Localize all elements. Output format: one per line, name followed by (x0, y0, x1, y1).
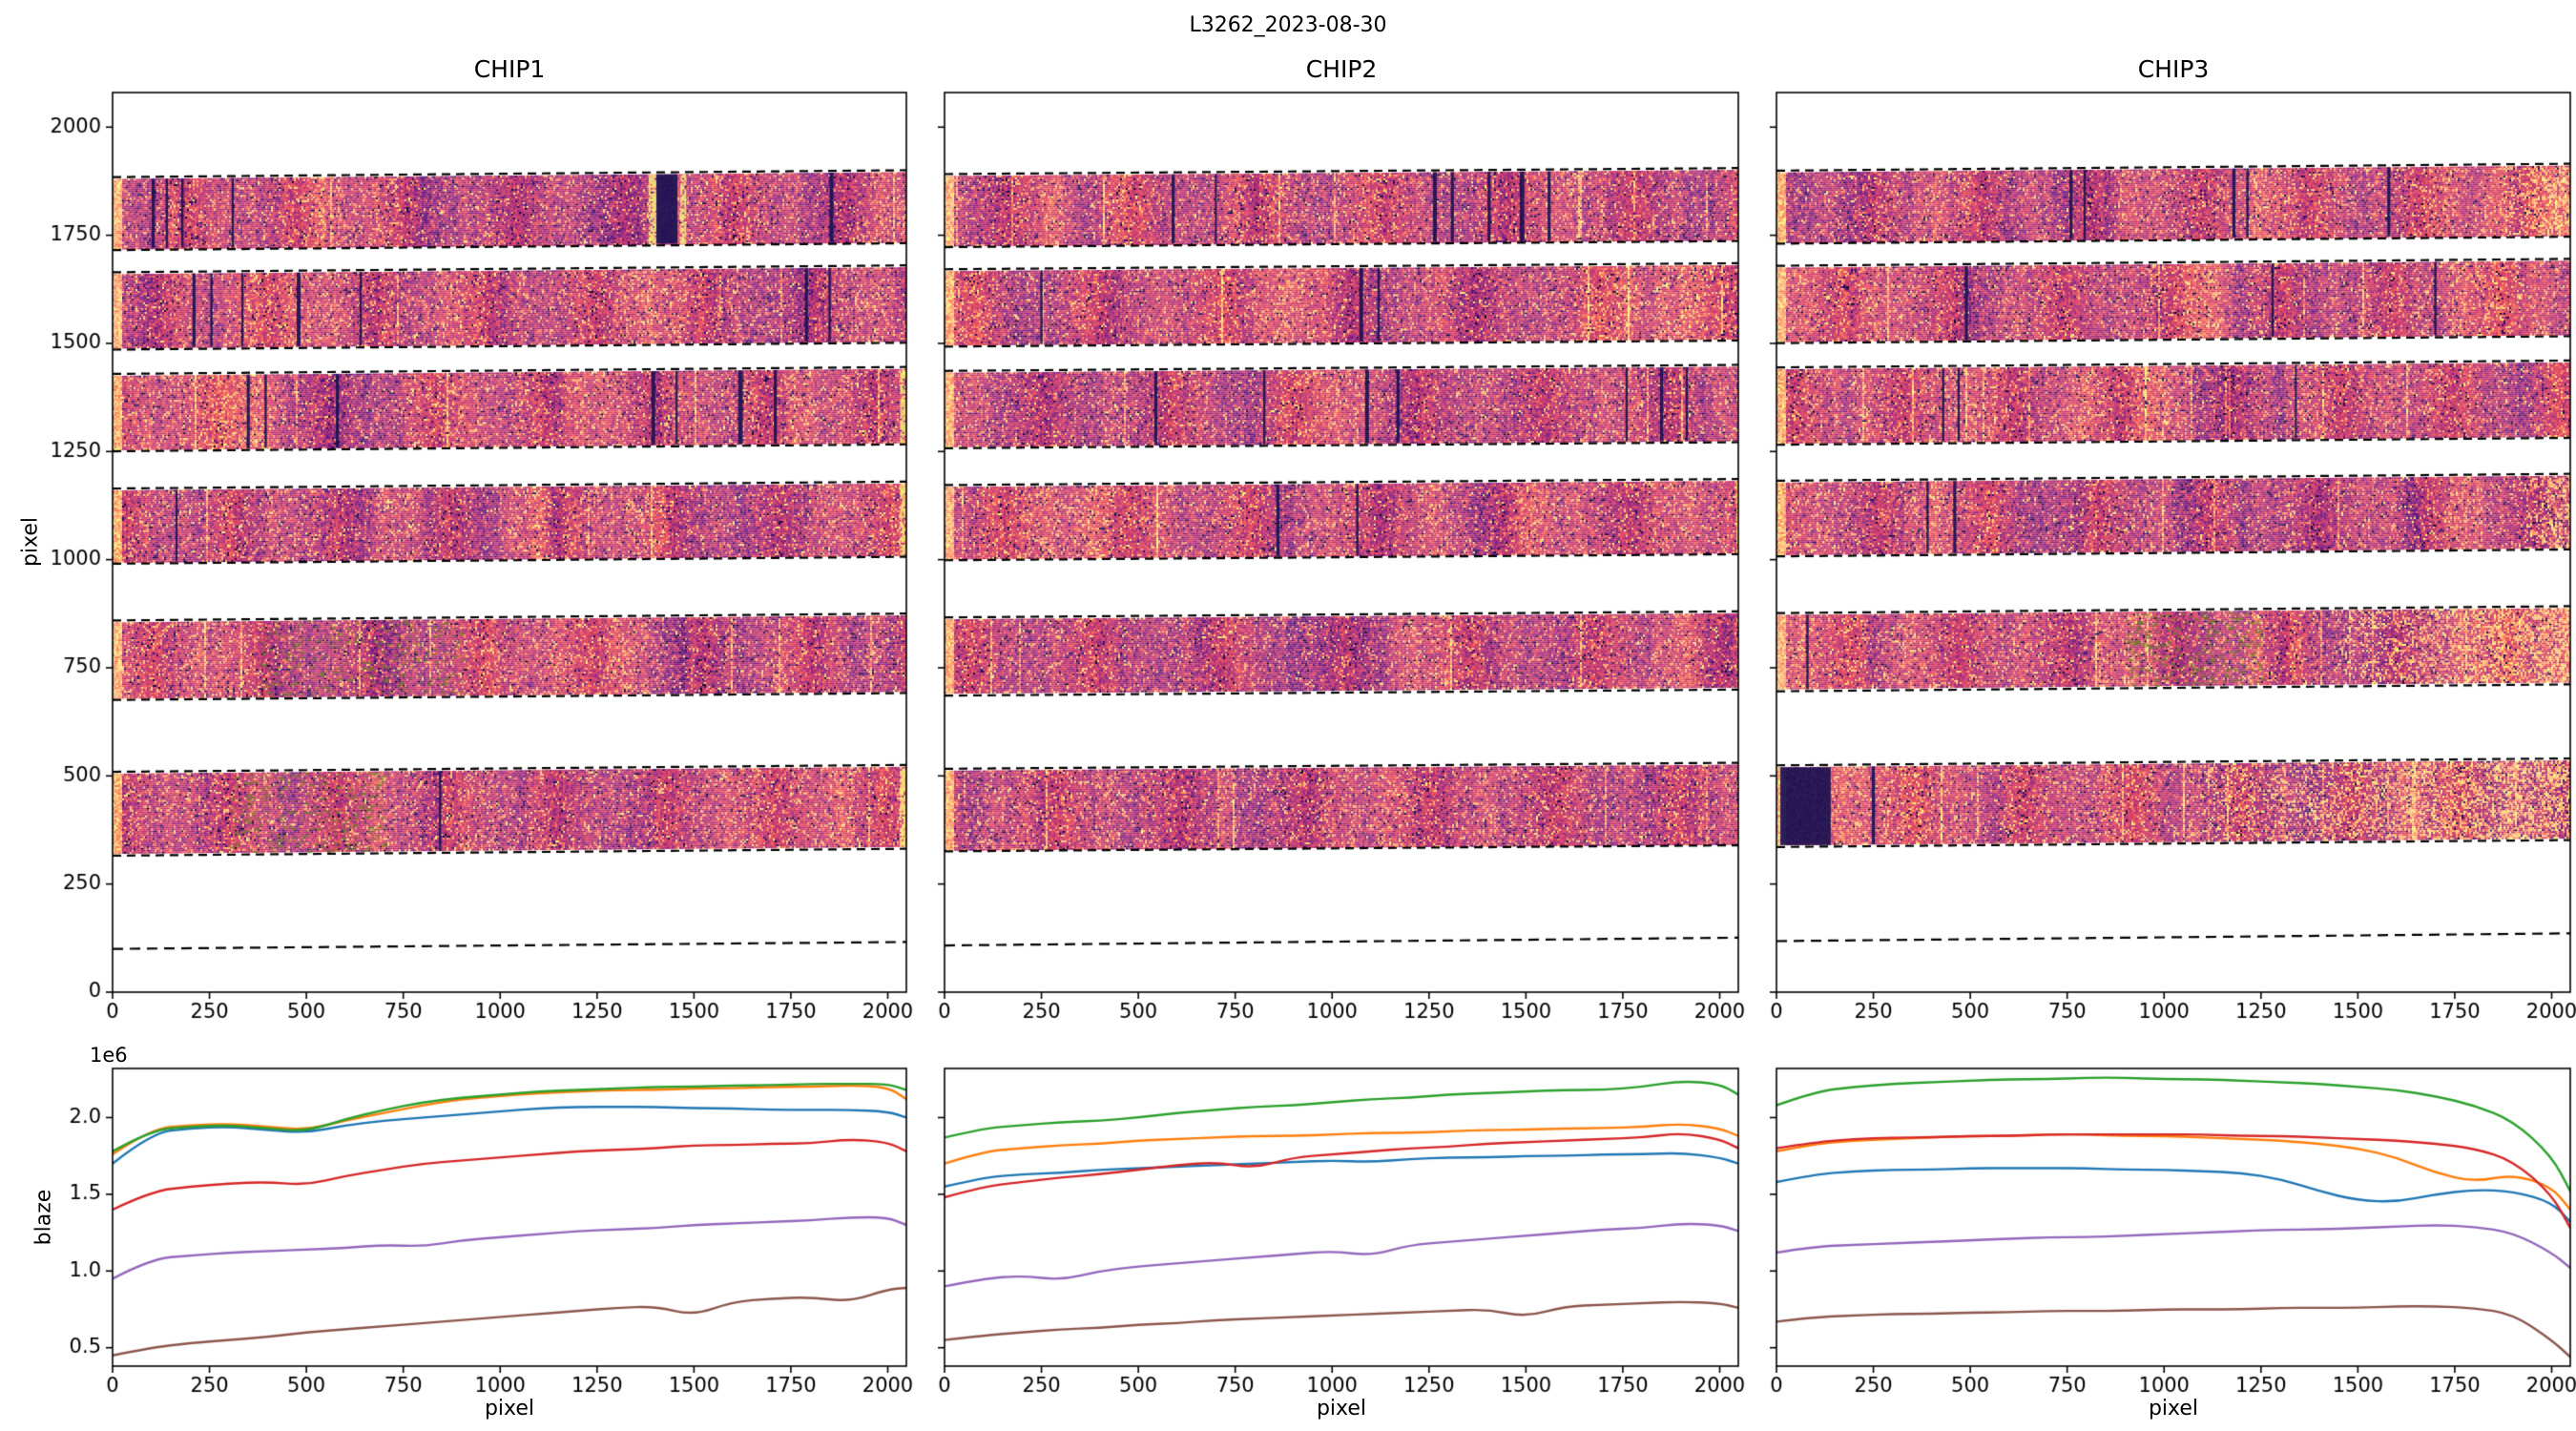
figure-title: L3262_2023-08-30 (1189, 13, 1387, 37)
blaze-xlabel-1: pixel (484, 1397, 535, 1421)
image-row-ylabel: pixel (18, 516, 43, 568)
chip2-title: CHIP2 (1305, 55, 1378, 83)
blaze-xlabel-3: pixel (2148, 1397, 2199, 1421)
chip3-title: CHIP3 (2137, 55, 2210, 83)
blaze-xlabel-2: pixel (1316, 1397, 1367, 1421)
chip1-title: CHIP1 (473, 55, 546, 83)
blaze-offset-label: 1e6 (90, 1044, 128, 1067)
blaze-ylabel: blaze (31, 1189, 56, 1246)
